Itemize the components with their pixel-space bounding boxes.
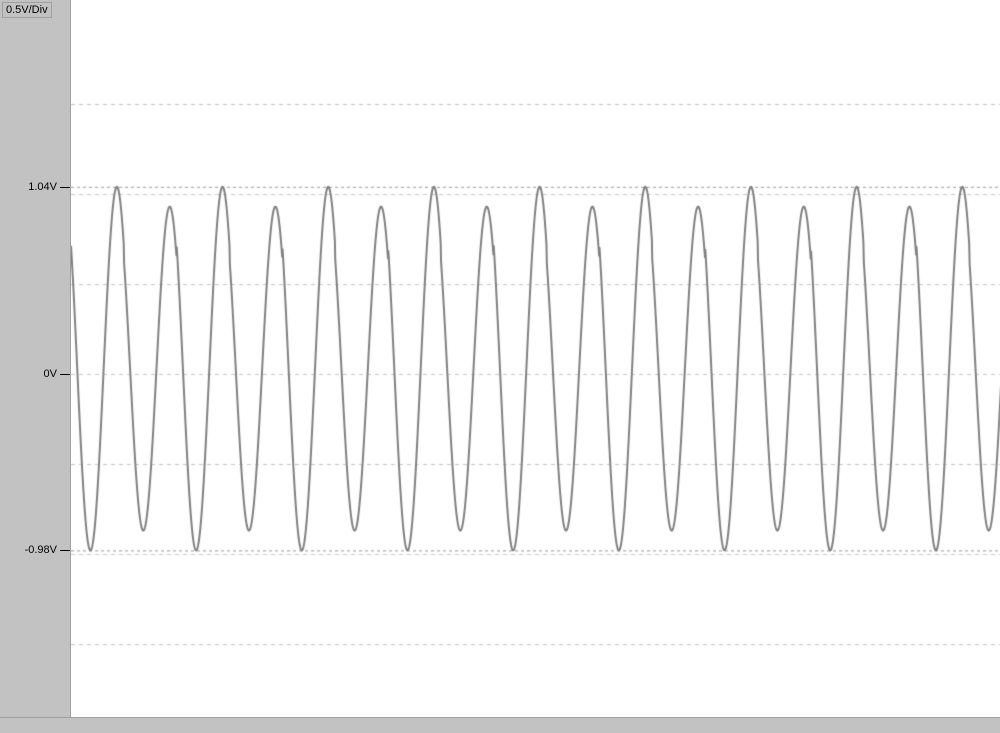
y-axis-panel: 0.5V/Div 0V 1.04V -0.98V <box>0 0 70 733</box>
waveform-plot-area <box>70 0 1000 719</box>
y-tick-mark <box>60 550 70 551</box>
volts-per-div-badge: 0.5V/Div <box>2 2 52 18</box>
y-tick-mark <box>60 187 70 188</box>
waveform-canvas <box>71 0 1000 718</box>
y-cursor-label: -0.98V <box>25 544 57 556</box>
timebase-strip <box>0 717 1000 733</box>
y-tick-mark <box>60 374 70 375</box>
oscilloscope-display: 0.5V/Div 0V 1.04V -0.98V <box>0 0 1000 733</box>
y-tick-label: 0V <box>44 368 57 380</box>
y-cursor-label: 1.04V <box>28 181 57 193</box>
